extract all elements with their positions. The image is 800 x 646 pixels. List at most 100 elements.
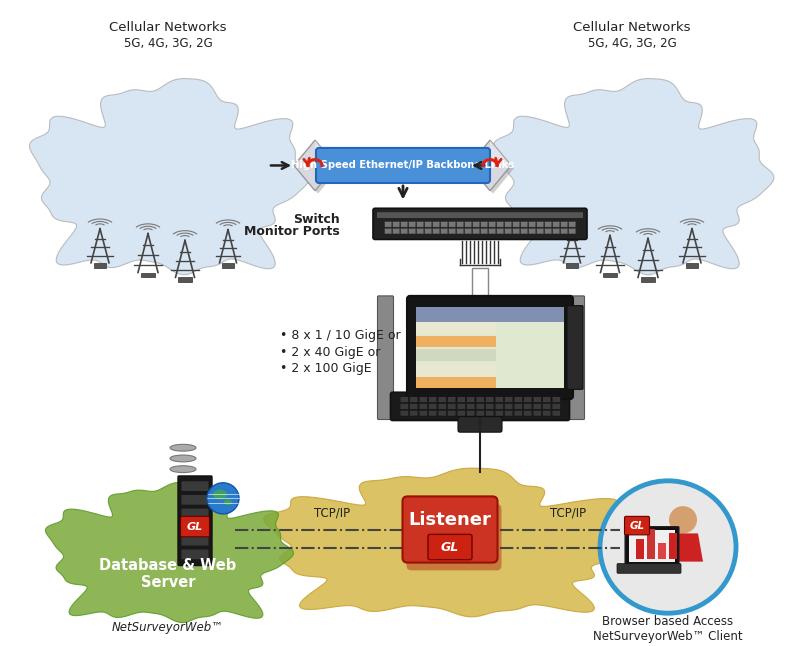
FancyBboxPatch shape bbox=[433, 229, 440, 234]
FancyBboxPatch shape bbox=[438, 410, 446, 416]
FancyBboxPatch shape bbox=[529, 229, 536, 234]
FancyBboxPatch shape bbox=[429, 410, 437, 416]
FancyBboxPatch shape bbox=[524, 410, 532, 416]
FancyBboxPatch shape bbox=[537, 229, 544, 234]
FancyBboxPatch shape bbox=[182, 495, 209, 505]
FancyBboxPatch shape bbox=[406, 504, 502, 570]
FancyBboxPatch shape bbox=[182, 508, 209, 518]
FancyBboxPatch shape bbox=[472, 267, 488, 302]
Text: Browser based Access
NetSurveyorWeb™ Client: Browser based Access NetSurveyorWeb™ Cli… bbox=[593, 615, 743, 643]
Text: • 2 x 100 GigE: • 2 x 100 GigE bbox=[280, 362, 372, 375]
Polygon shape bbox=[30, 79, 310, 275]
FancyBboxPatch shape bbox=[524, 404, 532, 409]
FancyBboxPatch shape bbox=[457, 410, 466, 416]
Text: TCP/IP: TCP/IP bbox=[314, 506, 350, 519]
FancyBboxPatch shape bbox=[457, 222, 464, 227]
Polygon shape bbox=[469, 140, 511, 191]
FancyBboxPatch shape bbox=[495, 410, 503, 416]
FancyBboxPatch shape bbox=[410, 410, 418, 416]
FancyBboxPatch shape bbox=[409, 222, 416, 227]
FancyBboxPatch shape bbox=[377, 212, 583, 218]
FancyBboxPatch shape bbox=[438, 397, 446, 402]
FancyBboxPatch shape bbox=[542, 404, 551, 409]
FancyBboxPatch shape bbox=[514, 410, 522, 416]
FancyBboxPatch shape bbox=[636, 539, 644, 559]
FancyBboxPatch shape bbox=[419, 397, 427, 402]
FancyBboxPatch shape bbox=[417, 229, 424, 234]
FancyBboxPatch shape bbox=[182, 481, 209, 491]
Text: Listener: Listener bbox=[409, 511, 491, 529]
FancyBboxPatch shape bbox=[641, 277, 655, 282]
FancyBboxPatch shape bbox=[425, 222, 432, 227]
FancyBboxPatch shape bbox=[416, 377, 496, 388]
FancyBboxPatch shape bbox=[495, 404, 503, 409]
FancyBboxPatch shape bbox=[505, 397, 513, 402]
FancyBboxPatch shape bbox=[393, 229, 400, 234]
FancyBboxPatch shape bbox=[94, 263, 106, 267]
FancyBboxPatch shape bbox=[410, 404, 418, 409]
FancyBboxPatch shape bbox=[513, 222, 520, 227]
FancyBboxPatch shape bbox=[429, 404, 437, 409]
Text: Monitor Ports: Monitor Ports bbox=[244, 225, 340, 238]
Ellipse shape bbox=[170, 444, 196, 451]
FancyBboxPatch shape bbox=[533, 410, 542, 416]
FancyBboxPatch shape bbox=[141, 273, 155, 277]
FancyBboxPatch shape bbox=[182, 536, 209, 546]
FancyBboxPatch shape bbox=[505, 229, 512, 234]
FancyBboxPatch shape bbox=[457, 229, 464, 234]
FancyBboxPatch shape bbox=[505, 222, 512, 227]
FancyBboxPatch shape bbox=[400, 404, 409, 409]
FancyBboxPatch shape bbox=[603, 273, 617, 277]
FancyBboxPatch shape bbox=[473, 229, 480, 234]
FancyBboxPatch shape bbox=[647, 530, 655, 559]
FancyBboxPatch shape bbox=[569, 296, 585, 419]
FancyBboxPatch shape bbox=[182, 522, 209, 532]
FancyBboxPatch shape bbox=[476, 397, 485, 402]
Polygon shape bbox=[462, 302, 498, 319]
FancyBboxPatch shape bbox=[449, 229, 456, 234]
FancyBboxPatch shape bbox=[378, 296, 394, 419]
Polygon shape bbox=[658, 534, 703, 561]
FancyBboxPatch shape bbox=[514, 397, 522, 402]
Text: • 2 x 40 GigE or: • 2 x 40 GigE or bbox=[280, 346, 380, 359]
FancyBboxPatch shape bbox=[416, 322, 496, 334]
Ellipse shape bbox=[213, 490, 227, 499]
FancyBboxPatch shape bbox=[425, 229, 432, 234]
FancyBboxPatch shape bbox=[521, 229, 528, 234]
FancyBboxPatch shape bbox=[385, 222, 392, 227]
FancyBboxPatch shape bbox=[385, 229, 392, 234]
FancyBboxPatch shape bbox=[561, 229, 568, 234]
FancyBboxPatch shape bbox=[400, 397, 409, 402]
FancyBboxPatch shape bbox=[486, 397, 494, 402]
FancyBboxPatch shape bbox=[429, 397, 437, 402]
FancyBboxPatch shape bbox=[466, 397, 475, 402]
FancyBboxPatch shape bbox=[181, 516, 210, 537]
FancyBboxPatch shape bbox=[466, 410, 475, 416]
FancyBboxPatch shape bbox=[428, 534, 472, 559]
FancyBboxPatch shape bbox=[489, 229, 496, 234]
FancyBboxPatch shape bbox=[505, 410, 513, 416]
Polygon shape bbox=[46, 482, 294, 623]
FancyBboxPatch shape bbox=[316, 148, 490, 183]
FancyBboxPatch shape bbox=[686, 263, 698, 267]
Polygon shape bbox=[294, 140, 336, 191]
FancyBboxPatch shape bbox=[486, 410, 494, 416]
FancyBboxPatch shape bbox=[481, 222, 488, 227]
Text: Cellular Networks: Cellular Networks bbox=[110, 21, 226, 34]
FancyBboxPatch shape bbox=[407, 296, 573, 399]
FancyBboxPatch shape bbox=[553, 229, 560, 234]
FancyBboxPatch shape bbox=[545, 229, 552, 234]
FancyBboxPatch shape bbox=[465, 229, 472, 234]
FancyBboxPatch shape bbox=[561, 222, 568, 227]
FancyBboxPatch shape bbox=[438, 404, 446, 409]
Ellipse shape bbox=[170, 455, 196, 462]
FancyBboxPatch shape bbox=[457, 404, 466, 409]
FancyBboxPatch shape bbox=[524, 397, 532, 402]
FancyBboxPatch shape bbox=[448, 410, 456, 416]
FancyBboxPatch shape bbox=[448, 404, 456, 409]
FancyBboxPatch shape bbox=[658, 543, 666, 559]
FancyBboxPatch shape bbox=[409, 229, 416, 234]
Text: TCP/IP: TCP/IP bbox=[550, 506, 586, 519]
FancyBboxPatch shape bbox=[222, 263, 234, 267]
FancyBboxPatch shape bbox=[533, 404, 542, 409]
